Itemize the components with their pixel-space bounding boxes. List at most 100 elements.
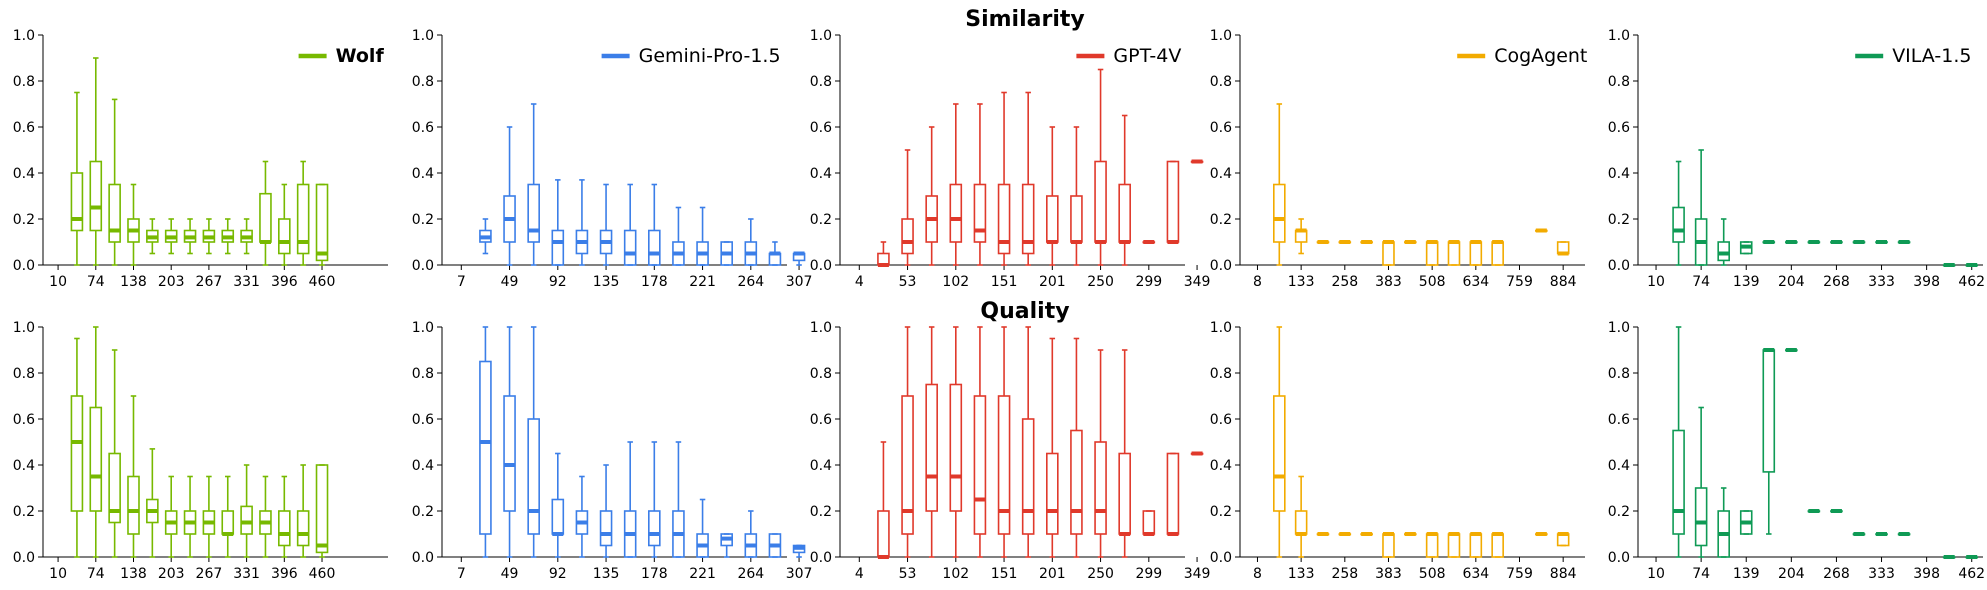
y-tick-label: 0.0 xyxy=(412,550,434,566)
box-3 xyxy=(108,349,121,558)
x-tick-label: 49 xyxy=(501,566,519,582)
box-3 xyxy=(1717,218,1730,266)
panel-qual-gemini: 0.0 0.2 0.4 0.6 0.8 1.0 7 49 92 135 178 221 264 307 xyxy=(412,320,813,582)
box-14 xyxy=(1190,451,1204,456)
box-1 xyxy=(479,326,492,558)
box-iqr xyxy=(1425,533,1439,558)
box-4 xyxy=(1338,240,1352,244)
box-iqr xyxy=(997,395,1011,535)
box-12 xyxy=(278,475,291,558)
box-iqr xyxy=(108,183,121,243)
box-6 xyxy=(1785,348,1798,352)
box-5 xyxy=(146,448,159,558)
box-iqr xyxy=(1425,241,1439,266)
box-13 xyxy=(768,241,782,266)
y-tick-label: 0.4 xyxy=(412,458,434,474)
box-9 xyxy=(1447,240,1461,266)
legend-label: VILA-1.5 xyxy=(1892,45,1971,67)
box-iqr xyxy=(1046,452,1059,535)
box-1 xyxy=(1672,326,1685,558)
box-10 xyxy=(696,206,709,266)
x-tick-label: 299 xyxy=(1135,274,1162,290)
x-tick-label: 102 xyxy=(942,566,969,582)
box-4 xyxy=(1739,241,1753,255)
box-2 xyxy=(1694,406,1708,558)
x-tick-label: 250 xyxy=(1087,566,1114,582)
x-tick-label: 396 xyxy=(271,274,298,290)
box-2 xyxy=(901,149,914,266)
box-8 xyxy=(1830,240,1843,244)
box-1 xyxy=(70,91,84,266)
box-1 xyxy=(1672,160,1685,266)
box-10 xyxy=(1094,349,1107,558)
box-3 xyxy=(1717,487,1730,558)
box-iqr xyxy=(1469,241,1483,266)
box-iqr xyxy=(1273,183,1286,243)
y-tick-label: 0.8 xyxy=(1210,366,1232,382)
y-tick-label: 0.6 xyxy=(1210,412,1232,428)
box-14 xyxy=(315,464,329,558)
box-12 xyxy=(278,183,291,266)
box-5 xyxy=(1360,532,1373,536)
panel-qual-vila: 0.0 0.2 0.4 0.6 0.8 1.0 10 74 139 204 268 333 398 462 xyxy=(1608,320,1985,582)
box-5 xyxy=(973,103,987,266)
box-8 xyxy=(648,183,661,266)
box-9 xyxy=(672,206,685,266)
box-7 xyxy=(623,183,637,266)
box-iqr xyxy=(1717,241,1730,262)
legend: CogAgent xyxy=(1457,45,1587,67)
box-2 xyxy=(1294,218,1308,255)
y-tick-label: 0.6 xyxy=(810,412,832,428)
legend-label: GPT-4V xyxy=(1113,45,1181,67)
x-tick-label: 201 xyxy=(1039,566,1066,582)
box-iqr xyxy=(1382,241,1395,266)
y-tick-label: 0.6 xyxy=(13,412,35,428)
x-tick-label: 4 xyxy=(855,566,864,582)
x-tick-label: 49 xyxy=(501,274,519,290)
box-iqr xyxy=(973,395,987,535)
box-14 xyxy=(315,183,329,266)
x-tick-label: 462 xyxy=(1958,566,1985,582)
box-iqr xyxy=(240,505,253,535)
y-tick-label: 1.0 xyxy=(13,28,35,44)
box-3 xyxy=(527,326,540,558)
x-tick-label: 92 xyxy=(549,566,567,582)
box-10 xyxy=(240,464,253,558)
box-iqr xyxy=(278,218,291,255)
box-iqr xyxy=(315,183,329,262)
x-tick-label: 151 xyxy=(991,566,1018,582)
y-tick-label: 0.2 xyxy=(13,504,35,520)
y-tick-label: 1.0 xyxy=(810,320,832,336)
y-tick-label: 0.0 xyxy=(1608,258,1630,274)
box-4 xyxy=(949,326,963,558)
x-tick-label: 139 xyxy=(1733,274,1760,290)
box-iqr xyxy=(527,183,540,243)
x-tick-label: 884 xyxy=(1550,566,1577,582)
box-iqr xyxy=(89,406,103,512)
x-tick-label: 299 xyxy=(1135,566,1162,582)
y-tick-label: 1.0 xyxy=(13,320,35,336)
y-tick-label: 1.0 xyxy=(810,28,832,44)
box-2 xyxy=(901,326,914,558)
box-3 xyxy=(925,126,938,266)
box-8 xyxy=(648,441,661,558)
x-tick-label: 135 xyxy=(593,274,620,290)
box-5 xyxy=(575,179,589,266)
box-iqr xyxy=(108,452,121,524)
panel-sim-wolf: 0.0 0.2 0.4 0.6 0.8 1.0 10 74 138 203 267 331 396 460… xyxy=(13,28,388,290)
x-tick-label: 258 xyxy=(1331,274,1358,290)
box-7 xyxy=(1404,532,1417,536)
box-6 xyxy=(164,218,178,255)
x-tick-label: 307 xyxy=(786,566,813,582)
box-4 xyxy=(1338,532,1352,536)
x-tick-label: 151 xyxy=(991,274,1018,290)
box-13 xyxy=(1535,532,1548,536)
x-tick-label: 331 xyxy=(233,566,260,582)
box-8 xyxy=(1425,240,1439,266)
y-tick-label: 0.4 xyxy=(13,166,35,182)
box-iqr xyxy=(648,229,661,266)
x-tick-label: 203 xyxy=(158,566,185,582)
x-tick-label: 10 xyxy=(49,566,67,582)
box-iqr xyxy=(1070,195,1083,243)
x-tick-label: 53 xyxy=(899,566,917,582)
